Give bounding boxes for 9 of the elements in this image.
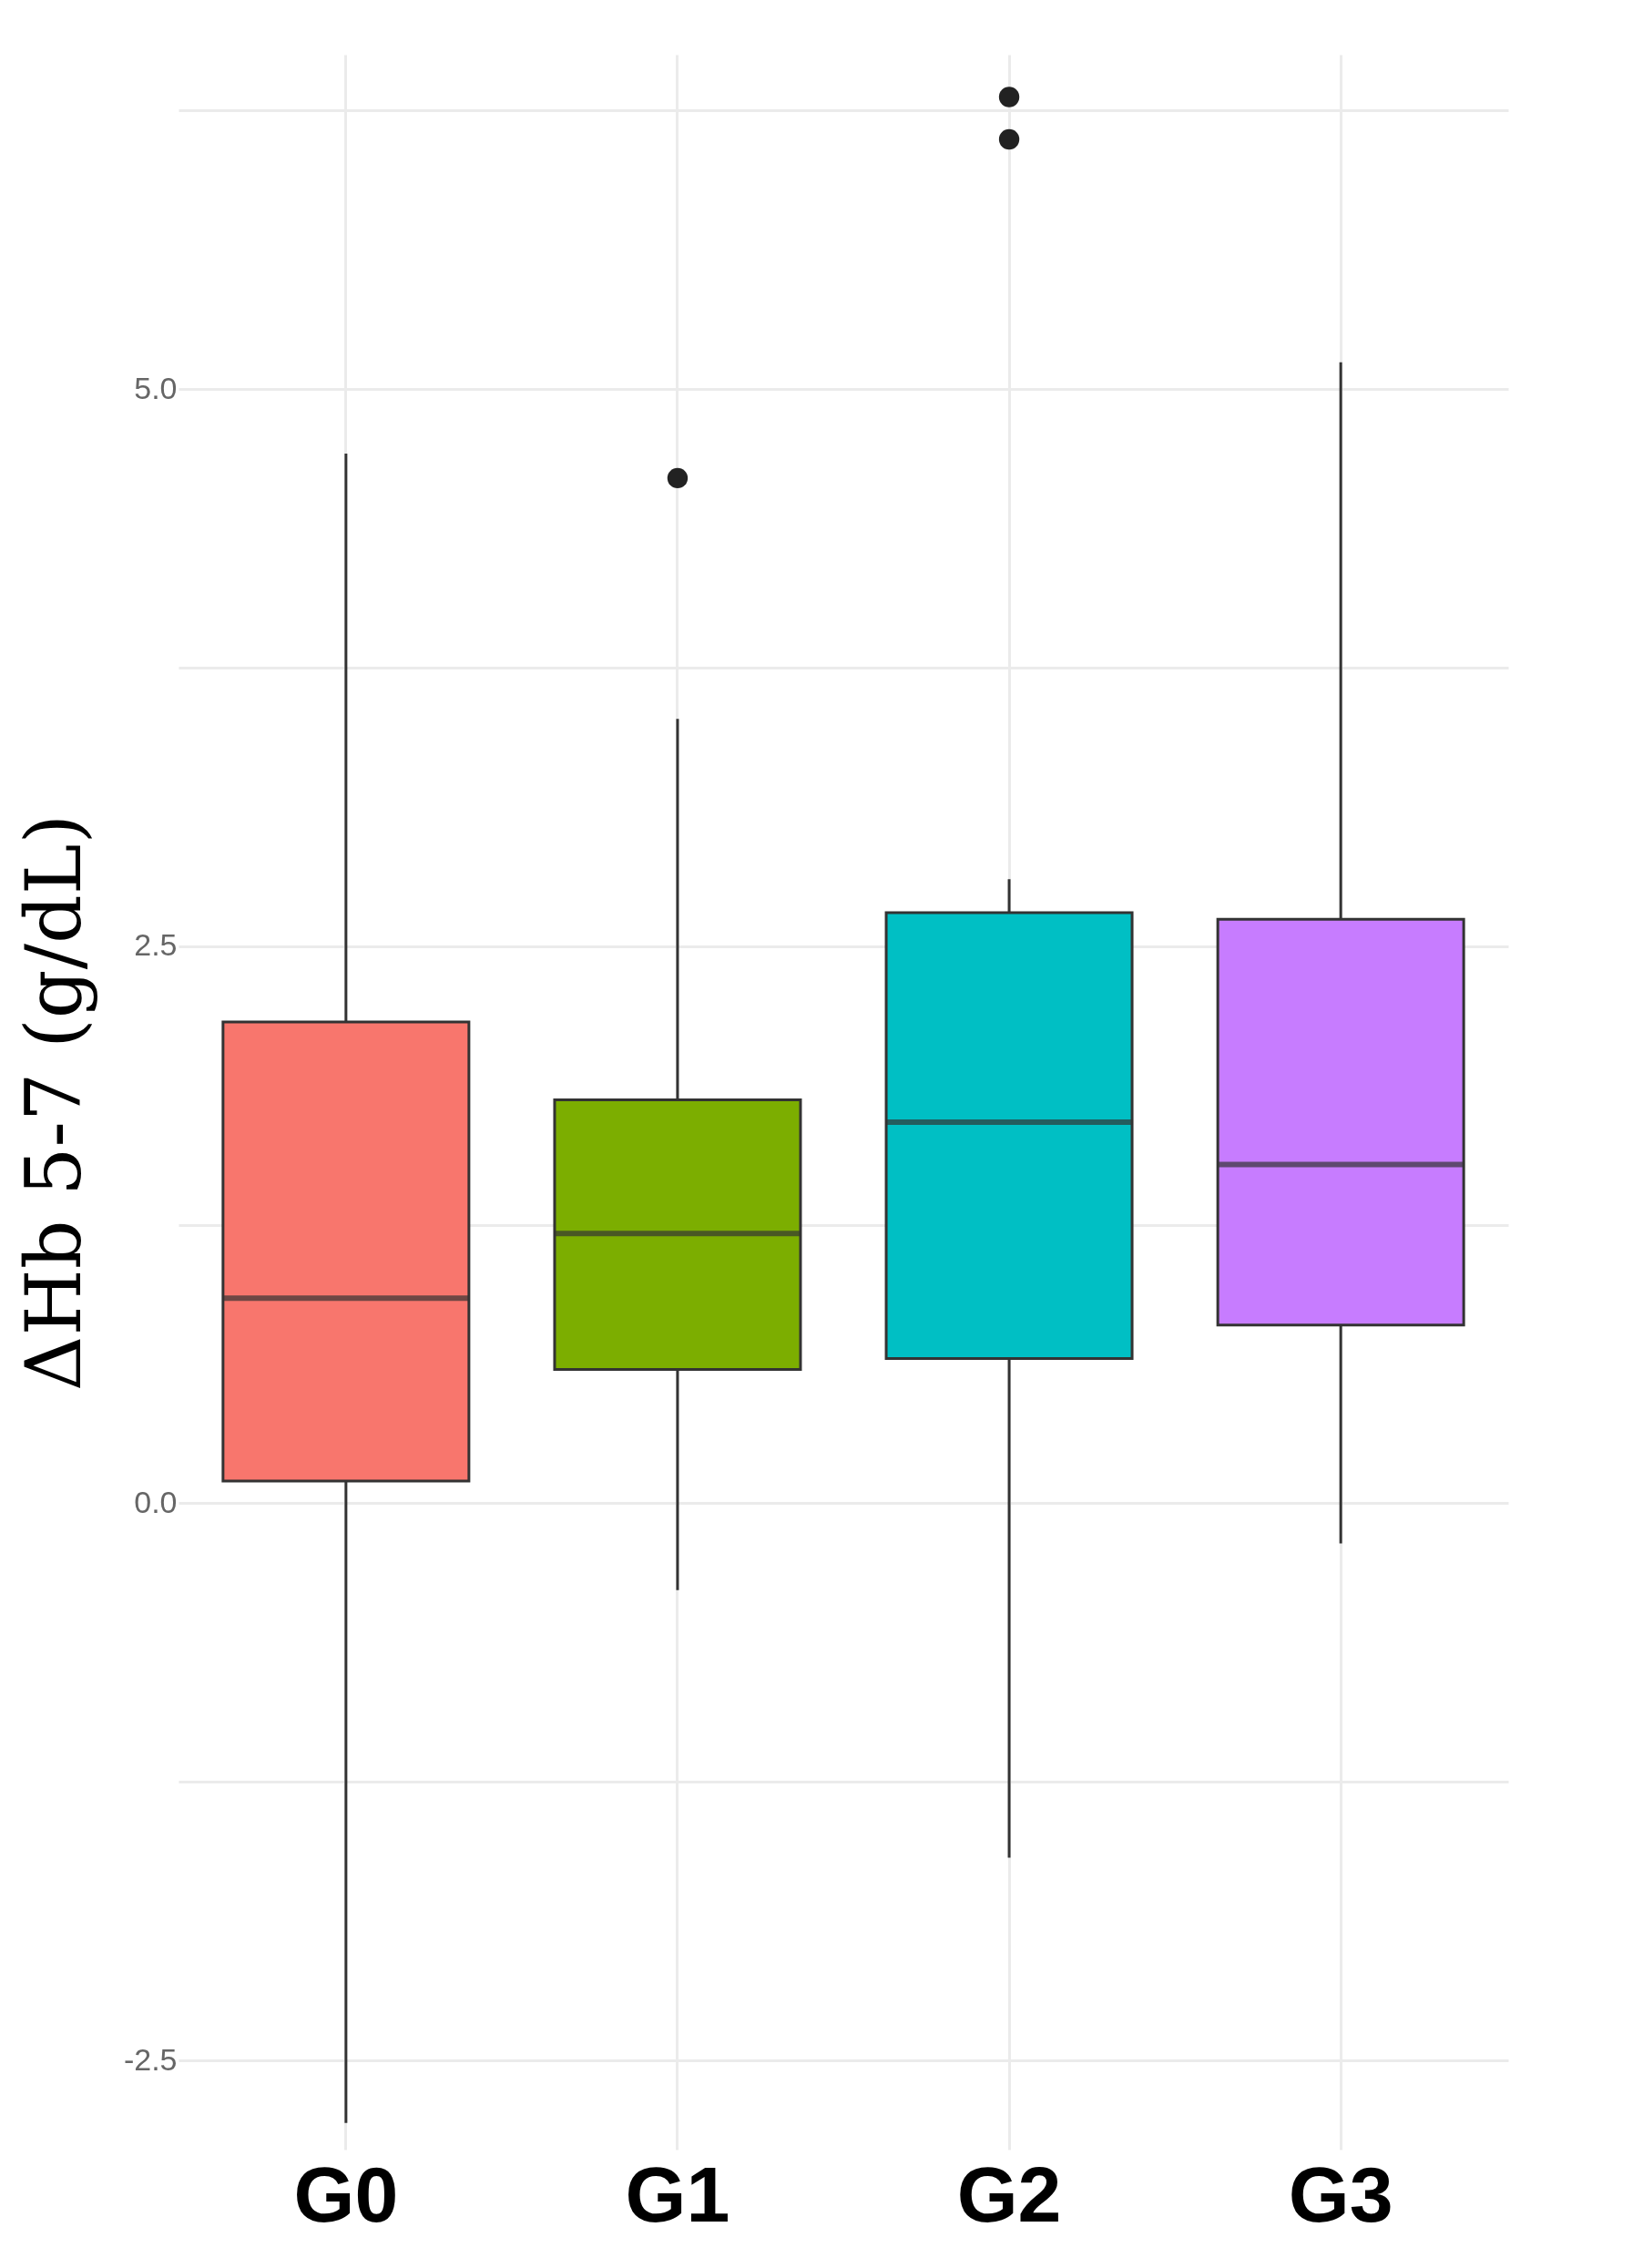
y-axis-title: ΔHb 5-7 (g/dL) — [8, 813, 98, 1392]
x-tick-label: G1 — [625, 2150, 730, 2238]
x-tick-label: G2 — [956, 2150, 1062, 2238]
y-tick-label: -2.5 — [123, 2041, 178, 2077]
x-tick-label: G3 — [1288, 2150, 1393, 2238]
y-tick-label: 2.5 — [134, 927, 178, 963]
y-tick-label: 5.0 — [134, 370, 178, 405]
y-tick-label: 0.0 — [134, 1484, 178, 1519]
x-tick-label: G0 — [293, 2150, 399, 2238]
